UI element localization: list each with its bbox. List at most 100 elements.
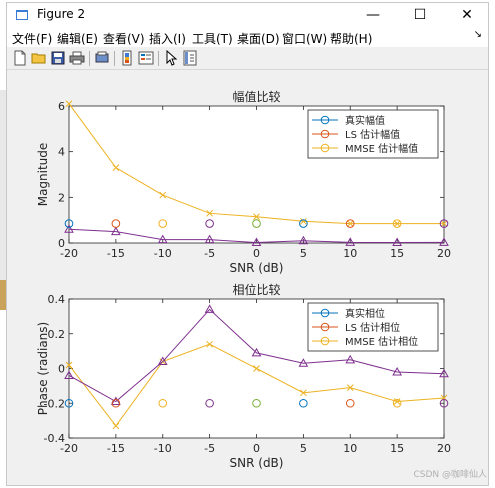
- new-figure-icon[interactable]: [12, 50, 28, 66]
- chart1-triangle-marker: [204, 234, 215, 244]
- background-window-strip: [0, 90, 6, 280]
- chart1-y-tick-label: 2: [58, 191, 65, 204]
- chart2-series-line-purple: [68, 308, 445, 403]
- chart2-x-tick-label: -15: [107, 442, 125, 455]
- chart2-x-tick-label: 0: [253, 442, 260, 455]
- chart2-legend-marker: [320, 308, 330, 318]
- chart2-circle-marker: [205, 398, 214, 408]
- print-preview-icon[interactable]: [94, 50, 110, 66]
- menu-tools[interactable]: 工具(T): [192, 32, 233, 46]
- chart1-legend-marker: [320, 115, 330, 125]
- chart1-x-tick-label: -10: [154, 247, 172, 260]
- chart1-x-tick-label: 15: [390, 247, 404, 260]
- background-window-strip-2: [0, 280, 6, 310]
- chart2-x-marker: [300, 389, 307, 397]
- chart2-legend-label: LS 估计相位: [345, 321, 400, 334]
- toolbar-separator-3: [158, 51, 159, 66]
- colorbar-icon[interactable]: [119, 50, 135, 66]
- chart2-circle-marker: [392, 398, 402, 408]
- chart2-legend-label: MMSE 估计相位: [345, 335, 418, 348]
- chart1-x-tick-label: -20: [60, 247, 78, 260]
- chart1-x-marker: [159, 191, 167, 199]
- window-title: Figure 2: [37, 7, 86, 21]
- chart1-triangle-marker: [345, 237, 356, 246]
- chart2-y-tick-label: -0.2: [44, 397, 65, 410]
- maximize-button[interactable]: ☐: [413, 7, 427, 23]
- chart2-circle-marker: [64, 398, 74, 408]
- chart1-x-marker: [112, 164, 120, 172]
- chart1-circle-marker: [345, 219, 355, 228]
- chart1-x-tick-label: 5: [300, 247, 307, 260]
- chart1-triangle-marker: [111, 226, 121, 236]
- toolbar-separator: [89, 51, 90, 66]
- chart2-circle-marker: [299, 398, 308, 408]
- chart2-legend-marker: [320, 336, 330, 346]
- close-button[interactable]: ✕: [461, 7, 473, 23]
- chart1-legend-marker: [320, 143, 330, 153]
- chart2-y-tick-label: 0: [58, 363, 65, 376]
- chart1-circle-marker: [64, 219, 74, 228]
- chart2-y-tick-label: -0.4: [44, 432, 65, 445]
- chart2-legend-label: 真实相位: [345, 307, 385, 320]
- chart2-circle-marker: [158, 398, 168, 408]
- chart2-triangle-marker: [345, 354, 356, 364]
- pointer-icon[interactable]: [163, 50, 179, 66]
- csdn-watermark: CSDN @咖啡仙人: [413, 470, 487, 480]
- chart1-triangle-marker: [157, 234, 168, 244]
- menu-overflow-arrow[interactable]: ↘: [473, 29, 482, 40]
- menu-help[interactable]: 帮助(H): [330, 32, 373, 46]
- chart2-triangle-marker: [157, 356, 168, 366]
- chart2-legend-marker: [320, 322, 330, 332]
- minimize-button[interactable]: —: [366, 7, 380, 23]
- menu-desktop[interactable]: 桌面(D): [237, 32, 280, 46]
- print-icon[interactable]: [69, 50, 85, 66]
- property-inspector-icon[interactable]: [182, 50, 198, 66]
- chart2-x-tick-label: -10: [154, 442, 172, 455]
- chart2-triangle-marker: [298, 358, 309, 367]
- menu-file[interactable]: 文件(F): [12, 32, 53, 46]
- chart2-circle-marker: [345, 398, 355, 408]
- save-icon[interactable]: [50, 50, 66, 66]
- chart1-circle-marker: [392, 219, 402, 228]
- chart1-circle-marker: [111, 219, 121, 228]
- chart1-legend-label: MMSE 估计幅值: [345, 142, 418, 155]
- chart1-x-marker: [253, 213, 260, 221]
- menu-window[interactable]: 窗口(W): [282, 32, 328, 46]
- chart2-circle-marker: [111, 398, 121, 408]
- chart2-triangle-marker: [204, 304, 215, 313]
- chart1-x-tick-label: -5: [204, 247, 215, 260]
- chart1-xlabel: SNR (dB): [230, 261, 284, 275]
- chart2-triangle-marker: [64, 370, 74, 379]
- chart2-x-tick-label: -20: [60, 442, 78, 455]
- legend-icon[interactable]: [138, 50, 154, 66]
- chart1-x-tick-label: 10: [343, 247, 357, 260]
- chart1-circle-marker: [158, 219, 168, 228]
- toolbar-separator-2: [114, 51, 115, 66]
- menu-edit[interactable]: 编辑(E): [57, 32, 98, 46]
- chart2-y-tick-label: 0.4: [48, 293, 66, 306]
- figure-canvas: -20 -15 -10 -5 0 5 10 15 20 0 2 4 6 幅值比较 SNR (dB) Magni…: [7, 70, 488, 485]
- chart1-legend-label: LS 估计幅值: [345, 128, 400, 141]
- menu-view[interactable]: 查看(V): [103, 32, 145, 46]
- chart2-x-marker: [206, 340, 213, 348]
- chart1-circle-marker: [252, 219, 261, 228]
- chart2-x-marker: [346, 384, 354, 391]
- menu-bar: 文件(F) 编辑(E) 查看(V) 插入(I) 工具(T) 桌面(D) 窗口(W…: [7, 27, 488, 47]
- open-file-icon[interactable]: [31, 50, 47, 66]
- chart1-triangle-marker: [439, 237, 449, 246]
- chart2-circle-marker: [439, 398, 449, 408]
- plot-area: -20 -15 -10 -5 0 5 10 15 20 0 2 4 6 幅值比较 SNR (dB) Magni…: [36, 89, 451, 470]
- chart1-ylabel: Magnitude: [36, 143, 50, 207]
- chart1-x-tick-label: -15: [107, 247, 125, 260]
- chart2-triangle-marker: [392, 366, 402, 376]
- matlab-icon: [16, 10, 28, 20]
- toolbar: [7, 47, 488, 70]
- chart1-y-tick-label: 0: [58, 237, 65, 250]
- chart2-x-marker: [65, 361, 73, 369]
- chart2-title: 相位比较: [232, 282, 280, 297]
- chart1-triangle-marker: [251, 237, 262, 247]
- menu-insert[interactable]: 插入(I): [149, 32, 186, 46]
- chart2-x-tick-label: -5: [204, 442, 215, 455]
- chart1-title: 幅值比较: [232, 89, 280, 104]
- chart2-triangle-marker: [439, 368, 449, 378]
